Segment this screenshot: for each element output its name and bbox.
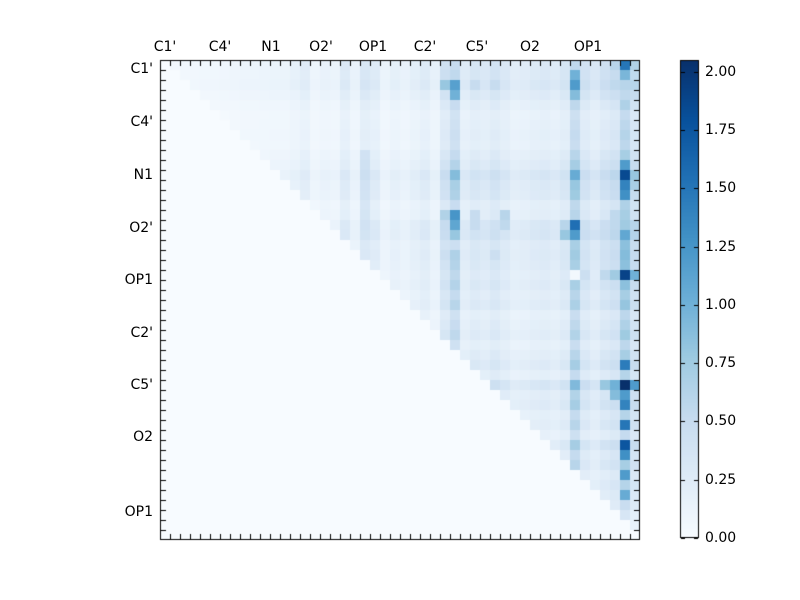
x-axis-label: O2' xyxy=(309,39,333,55)
y-axis-label: N1 xyxy=(133,167,153,183)
x-axis-label: N1 xyxy=(261,39,281,55)
x-axis-label: OP1 xyxy=(358,39,388,55)
y-axis-label: O2' xyxy=(129,220,153,236)
y-axis-label: C1' xyxy=(130,61,153,77)
x-axis-label: C2' xyxy=(413,39,437,55)
x-axis-label: C4' xyxy=(208,39,232,55)
x-axis-label: OP1 xyxy=(573,39,603,55)
x-axis-label: C5' xyxy=(465,39,489,55)
colorbar-tick-label: 1.75 xyxy=(705,121,737,138)
y-axis-label: C2' xyxy=(130,325,153,341)
colorbar-tick-label: 0.75 xyxy=(705,355,737,372)
y-axis-label: C4' xyxy=(130,114,153,130)
colorbar-tick-label: 0.50 xyxy=(705,413,737,430)
colorbar-tick-label: 1.25 xyxy=(705,238,737,255)
colorbar-tick-label: 2.00 xyxy=(705,63,737,80)
x-axis-label: C1' xyxy=(153,39,177,55)
x-axis-label: O2 xyxy=(520,39,540,55)
colorbar-tick-label: 0.25 xyxy=(705,471,737,488)
y-axis-label: C5' xyxy=(130,377,153,393)
colorbar-tick-label: 1.50 xyxy=(705,180,737,197)
y-axis-label: OP1 xyxy=(124,272,153,288)
y-axis-label: OP1 xyxy=(124,504,153,520)
y-axis-label: O2 xyxy=(133,429,153,445)
colorbar-tick-label: 0.00 xyxy=(705,530,737,546)
colorbar-tick-label: 1.00 xyxy=(705,296,737,313)
